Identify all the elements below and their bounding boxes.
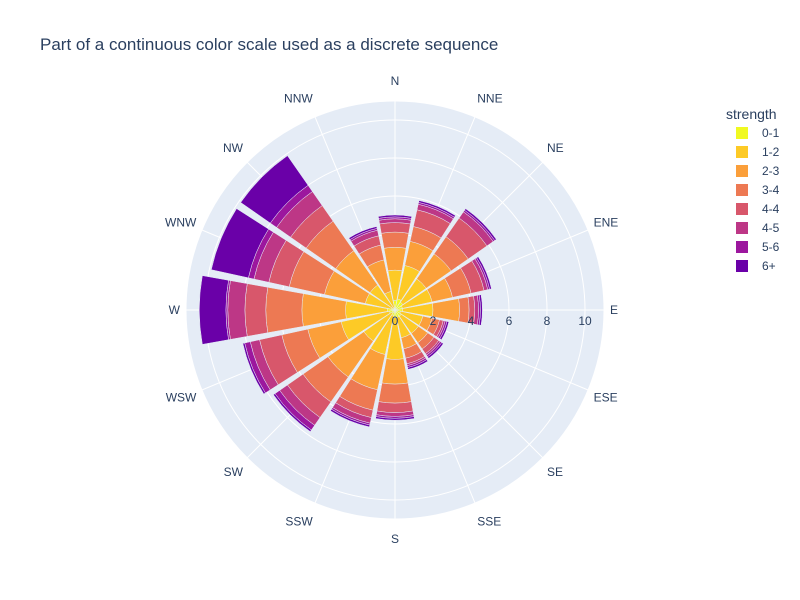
angular-label-WNW: WNW bbox=[165, 215, 197, 229]
bar-NNW-6+[interactable] bbox=[348, 226, 378, 240]
legend-label-4-4[interactable]: 4-4 bbox=[762, 202, 780, 216]
radial-tick-6: 6 bbox=[506, 314, 513, 328]
legend-label-3-4[interactable]: 3-4 bbox=[762, 183, 780, 197]
bar-S-2-3[interactable] bbox=[381, 358, 409, 385]
radial-tick-0: 0 bbox=[392, 314, 399, 328]
legend-label-0-1[interactable]: 0-1 bbox=[762, 126, 780, 140]
angular-label-SE: SE bbox=[547, 465, 563, 479]
bar-S-6+[interactable] bbox=[375, 416, 415, 421]
angular-axis-labels: N NNE NE ENE E ESE SE SSE S SSW SW WSW W WNW NW NNW bbox=[165, 74, 618, 546]
chart-title: Part of a continuous color scale used as… bbox=[40, 35, 498, 54]
angular-label-SW: SW bbox=[224, 465, 244, 479]
angular-label-ENE: ENE bbox=[594, 215, 619, 229]
bar-SE-6+[interactable] bbox=[427, 342, 444, 359]
bar-N-4-4[interactable] bbox=[379, 222, 411, 234]
polar-outer-edge bbox=[185, 100, 605, 520]
angular-label-SSE: SSE bbox=[477, 515, 501, 529]
legend-swatch-1-2[interactable] bbox=[736, 146, 748, 158]
bar-WSW-6+[interactable] bbox=[242, 342, 266, 395]
angular-label-SSW: SSW bbox=[285, 515, 313, 529]
bar-W-4-4[interactable] bbox=[244, 283, 269, 337]
radial-tick-2: 2 bbox=[430, 314, 437, 328]
legend-label-5-6[interactable]: 5-6 bbox=[762, 240, 780, 254]
bar-N-3-4[interactable] bbox=[381, 231, 409, 249]
angular-label-ESE: ESE bbox=[594, 391, 618, 405]
bar-group bbox=[199, 155, 497, 432]
series-4-5 bbox=[227, 191, 494, 426]
angular-label-NNE: NNE bbox=[477, 91, 502, 105]
legend-label-4-5[interactable]: 4-5 bbox=[762, 221, 780, 235]
bar-SW-6+[interactable] bbox=[273, 393, 312, 432]
angular-label-NNW: NNW bbox=[284, 91, 313, 105]
legend-title: strength bbox=[726, 106, 777, 122]
bar-SSW-6+[interactable] bbox=[330, 408, 371, 428]
bar-W-3-4[interactable] bbox=[265, 286, 304, 334]
bar-N-6+[interactable] bbox=[378, 214, 412, 219]
bar-S-3-4[interactable] bbox=[378, 382, 412, 404]
bar-N-2-3[interactable] bbox=[383, 247, 407, 272]
bar-NE-6+[interactable] bbox=[464, 208, 497, 241]
angular-label-E: E bbox=[610, 303, 618, 317]
series-6+ bbox=[199, 155, 497, 432]
radial-tick-4: 4 bbox=[468, 314, 475, 328]
radial-tick-8: 8 bbox=[544, 314, 551, 328]
legend-swatch-6+[interactable] bbox=[736, 260, 748, 272]
series-2-3 bbox=[301, 241, 460, 391]
angular-label-S: S bbox=[391, 532, 399, 546]
bar-W-4-5[interactable] bbox=[227, 280, 248, 340]
series-3-4 bbox=[265, 220, 472, 411]
legend-swatch-4-5[interactable] bbox=[736, 222, 748, 234]
bar-NW-6+[interactable] bbox=[240, 155, 309, 224]
bar-SSE-6+[interactable] bbox=[407, 359, 429, 370]
bar-NNE-6+[interactable] bbox=[418, 200, 456, 218]
angular-label-WSW: WSW bbox=[166, 391, 197, 405]
legend-swatch-3-4[interactable] bbox=[736, 184, 748, 196]
legend-swatch-5-6[interactable] bbox=[736, 241, 748, 253]
bar-E-6+[interactable] bbox=[478, 294, 483, 326]
angular-label-N: N bbox=[391, 74, 400, 88]
series-5-6 bbox=[225, 184, 496, 431]
bar-S-4-4[interactable] bbox=[376, 401, 414, 413]
radial-axis-labels: 0 2 4 6 8 10 bbox=[392, 314, 592, 328]
legend-label-2-3[interactable]: 2-3 bbox=[762, 164, 780, 178]
bar-ENE-6+[interactable] bbox=[476, 256, 492, 290]
legend-label-6+[interactable]: 6+ bbox=[762, 259, 776, 273]
angular-label-NW: NW bbox=[223, 141, 244, 155]
bar-ESE-6+[interactable] bbox=[439, 321, 450, 341]
series-1-2 bbox=[340, 265, 434, 360]
bar-WNW-6+[interactable] bbox=[210, 208, 269, 279]
radial-tick-10: 10 bbox=[578, 314, 592, 328]
angular-label-W: W bbox=[169, 303, 181, 317]
legend-label-1-2[interactable]: 1-2 bbox=[762, 145, 780, 159]
legend-swatch-4-4[interactable] bbox=[736, 203, 748, 215]
legend: strength 0-1 1-2 2-3 3-4 4-4 4-5 5-6 6+ bbox=[726, 106, 780, 273]
legend-swatch-0-1[interactable] bbox=[736, 127, 748, 139]
bar-W-6+[interactable] bbox=[199, 275, 229, 345]
legend-swatch-2-3[interactable] bbox=[736, 165, 748, 177]
angular-label-NE: NE bbox=[547, 141, 564, 155]
